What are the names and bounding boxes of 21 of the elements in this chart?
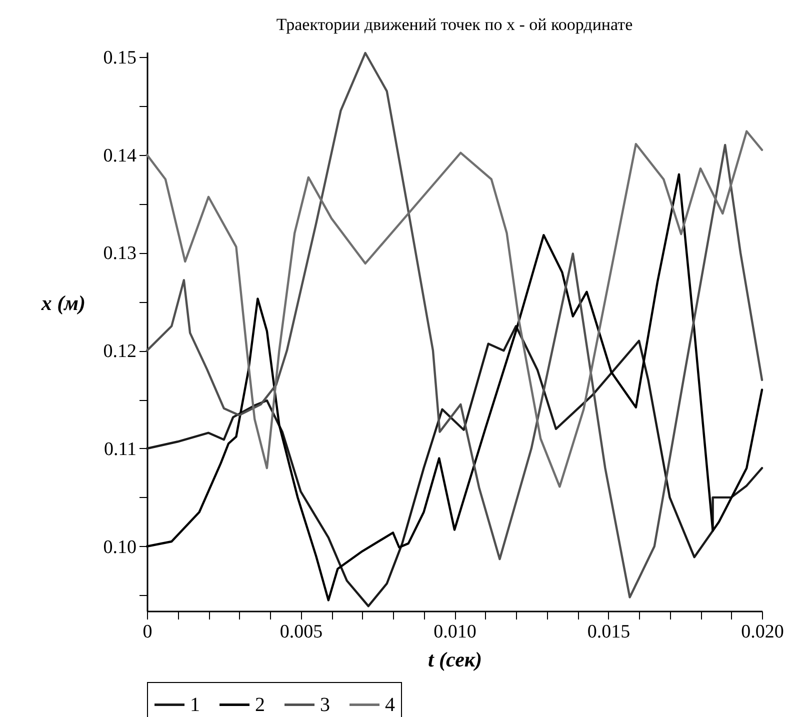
- x-tick-label: 0.020: [741, 622, 784, 642]
- legend-label: 3: [320, 694, 330, 716]
- legend-label: 4: [385, 694, 395, 716]
- y-tick-label: 0.13: [103, 243, 136, 264]
- x-tick-label: 0: [142, 622, 152, 642]
- x-axis-title: t (сек): [428, 648, 482, 672]
- y-axis-title: x (м): [40, 291, 86, 316]
- x-tick-label: 0.015: [587, 622, 630, 642]
- chart-title: Траектории движений точек по x - ой координате: [276, 14, 633, 34]
- x-tick-label: 0.005: [280, 622, 323, 642]
- y-tick-label: 0.15: [103, 47, 136, 68]
- y-tick-label: 0.10: [103, 536, 136, 558]
- legend-label: 1: [190, 694, 200, 716]
- legend-label: 2: [255, 694, 265, 716]
- line-series: [146, 130, 764, 488]
- y-tick-label: 0.14: [103, 145, 137, 166]
- line-series: [146, 325, 764, 608]
- y-tick-label: 0.11: [104, 438, 136, 460]
- x-tick-label: 0.010: [434, 622, 476, 642]
- y-tick-label: 0.12: [103, 341, 136, 362]
- line-series: [146, 52, 764, 598]
